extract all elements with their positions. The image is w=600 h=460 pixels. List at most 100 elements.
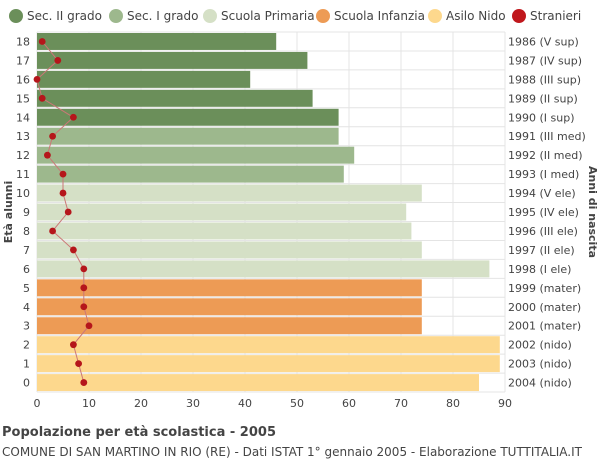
legend-marker <box>316 9 330 23</box>
y-right-tick-label: 1991 (III med) <box>508 130 586 143</box>
y-right-tick-label: 1990 (I sup) <box>508 111 575 124</box>
stranieri-point <box>44 151 51 159</box>
bar <box>37 184 422 202</box>
stranieri-point <box>38 94 46 102</box>
y-tick-label: 13 <box>16 130 30 143</box>
y-tick-label: 16 <box>16 73 30 86</box>
y-right-tick-label: 2003 (nido) <box>508 358 572 371</box>
y-axis-title: Età alunni <box>2 181 15 243</box>
y-right-tick-label: 1992 (II med) <box>508 149 583 162</box>
x-tick-label: 70 <box>394 397 408 410</box>
y-right-tick-label: 1995 (IV ele) <box>508 206 579 219</box>
y-right-tick-label: 1998 (I ele) <box>508 263 571 276</box>
stranieri-point <box>59 170 67 178</box>
y-tick-label: 1 <box>23 358 30 371</box>
y-tick-label: 5 <box>23 282 30 295</box>
y-tick-label: 11 <box>16 168 30 181</box>
bar <box>37 260 490 278</box>
bar <box>37 33 277 50</box>
legend-marker <box>428 9 442 23</box>
stranieri-point <box>70 113 77 121</box>
y-tick-label: 6 <box>23 263 30 276</box>
stranieri-point <box>59 189 67 197</box>
stranieri-point <box>80 303 88 311</box>
y-tick-label: 9 <box>23 206 30 219</box>
y-tick-label: 18 <box>16 35 30 48</box>
legend-marker <box>109 9 123 23</box>
y-tick-label: 2 <box>23 339 30 352</box>
bar <box>37 51 308 69</box>
chart-title: Popolazione per età scolastica - 2005 <box>2 425 276 440</box>
bar <box>37 203 407 221</box>
y-tick-label: 8 <box>23 225 30 238</box>
y-axis-right-ticks: 1986 (V sup) 1987 (IV sup) 1988 (III sup) 1… <box>508 35 586 389</box>
y-right-tick-label: 1988 (III sup) <box>508 73 581 86</box>
legend-label: Sec. II grado <box>27 9 102 23</box>
legend-label: Asilo Nido <box>446 9 506 23</box>
stranieri-point <box>70 341 77 349</box>
y-right-tick-label: 1999 (mater) <box>508 282 581 295</box>
stranieri-point <box>85 322 93 330</box>
bar <box>37 336 500 354</box>
legend-label: Scuola Infanzia <box>334 9 425 23</box>
legend-marker <box>512 9 526 23</box>
legend: Sec. II grado Sec. I grado Scuola Primaria… <box>9 9 581 23</box>
stranieri-point <box>80 379 88 386</box>
y-tick-label: 3 <box>23 320 30 333</box>
stranieri-point <box>54 57 62 64</box>
x-tick-label: 10 <box>82 397 96 410</box>
stranieri-point <box>80 265 88 273</box>
y-right-tick-label: 2001 (mater) <box>508 320 581 333</box>
y-tick-label: 7 <box>23 244 30 257</box>
bar <box>37 70 251 88</box>
y-tick-label: 10 <box>16 187 30 200</box>
y-tick-label: 17 <box>16 54 30 67</box>
stranieri-series <box>33 38 93 386</box>
y-right-tick-label: 1996 (III ele) <box>508 225 578 238</box>
y-axis-right-title: Anni di nascita <box>586 166 599 258</box>
x-tick-label: 30 <box>186 397 200 410</box>
x-tick-label: 60 <box>342 397 356 410</box>
legend-label: Stranieri <box>530 9 581 23</box>
x-tick-label: 90 <box>498 397 512 410</box>
bar <box>37 374 479 392</box>
stranieri-point <box>33 75 41 83</box>
y-right-tick-label: 1994 (V ele) <box>508 187 576 200</box>
bars <box>37 33 500 392</box>
stranieri-point <box>49 227 56 235</box>
y-tick-label: 4 <box>23 301 30 314</box>
x-tick-label: 40 <box>238 397 252 410</box>
y-tick-label: 0 <box>23 377 30 390</box>
stranieri-point <box>49 132 56 140</box>
stranieri-point <box>38 38 46 45</box>
y-tick-label: 12 <box>16 149 30 162</box>
bar <box>37 317 422 335</box>
bar <box>37 165 344 183</box>
bar <box>37 298 422 316</box>
x-tick-label: 80 <box>446 397 460 410</box>
y-right-tick-label: 1997 (II ele) <box>508 244 575 257</box>
bar <box>37 146 355 164</box>
stranieri-point <box>75 360 82 368</box>
x-tick-label: 0 <box>34 397 41 410</box>
x-axis-ticks: 0 10 20 30 40 50 60 70 80 90 <box>34 397 513 410</box>
y-tick-label: 15 <box>16 92 30 105</box>
legend-label: Sec. I grado <box>127 9 198 23</box>
bar <box>37 355 500 373</box>
y-right-tick-label: 1993 (I med) <box>508 168 579 181</box>
x-tick-label: 20 <box>134 397 148 410</box>
bar <box>37 279 422 297</box>
chart-subtitle: COMUNE DI SAN MARTINO IN RIO (RE) - Dati… <box>2 445 582 459</box>
y-right-tick-label: 2000 (mater) <box>508 301 581 314</box>
y-tick-label: 14 <box>16 111 30 124</box>
bar <box>37 127 339 145</box>
y-right-tick-label: 1986 (V sup) <box>508 35 579 48</box>
bar <box>37 108 339 126</box>
bar <box>37 241 422 259</box>
y-right-tick-label: 2004 (nido) <box>508 377 572 390</box>
stranieri-point <box>64 208 72 216</box>
legend-marker <box>9 9 23 23</box>
legend-label: Scuola Primaria <box>221 9 315 23</box>
stranieri-point <box>70 246 77 254</box>
